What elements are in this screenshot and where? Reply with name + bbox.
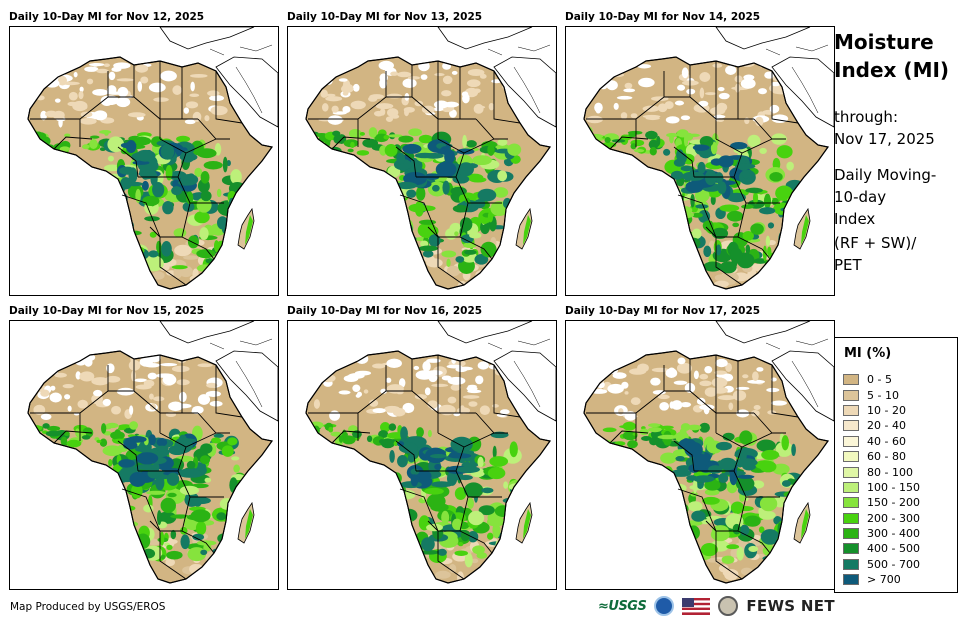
legend-swatch bbox=[843, 404, 859, 416]
description-line: Index bbox=[834, 210, 876, 228]
panel-title: Daily 10-Day MI for Nov 15, 2025 bbox=[9, 305, 205, 317]
legend-swatch bbox=[843, 374, 859, 386]
map-panel-5: Daily 10-Day MI for Nov 16, 2025 bbox=[287, 304, 557, 590]
africa-map bbox=[27, 321, 278, 584]
legend-label: 400 - 500 bbox=[867, 542, 920, 556]
map-panel-4: Daily 10-Day MI for Nov 15, 2025 bbox=[9, 304, 279, 590]
legend-label: 40 - 60 bbox=[867, 434, 906, 448]
legend-swatch bbox=[843, 435, 859, 447]
legend-label: 500 - 700 bbox=[867, 557, 920, 571]
legend-item: 200 - 300 bbox=[843, 511, 920, 526]
through-date: Nov 17, 2025 bbox=[834, 130, 935, 148]
panel-title: Daily 10-Day MI for Nov 14, 2025 bbox=[565, 11, 761, 23]
legend-item: 100 - 150 bbox=[843, 480, 920, 495]
legend-item: 60 - 80 bbox=[843, 449, 920, 464]
legend-label: 200 - 300 bbox=[867, 511, 920, 525]
map-credit: Map Produced by USGS/EROS bbox=[10, 601, 166, 613]
legend-swatch bbox=[843, 497, 859, 509]
legend-item: 300 - 400 bbox=[843, 526, 920, 541]
legend-label: 20 - 40 bbox=[867, 419, 906, 433]
legend-title: MI (%) bbox=[844, 346, 892, 361]
africa-map bbox=[583, 27, 834, 290]
legend-label: 300 - 400 bbox=[867, 527, 920, 541]
legend-item: 40 - 60 bbox=[843, 434, 920, 449]
main-title-line: Index (MI) bbox=[834, 58, 950, 82]
through-label: through: bbox=[834, 108, 898, 126]
panel-title: Daily 10-Day MI for Nov 16, 2025 bbox=[287, 305, 483, 317]
legend-label: 60 - 80 bbox=[867, 450, 906, 464]
us-flag-icon bbox=[682, 597, 711, 615]
panel-title: Daily 10-Day MI for Nov 13, 2025 bbox=[287, 11, 483, 23]
map-frame bbox=[287, 320, 557, 590]
legend-label: 5 - 10 bbox=[867, 388, 899, 402]
africa-map bbox=[583, 321, 834, 584]
africa-map bbox=[27, 27, 278, 290]
legend-item: 20 - 40 bbox=[843, 418, 920, 433]
legend-swatch bbox=[843, 528, 859, 540]
map-panel-3: Daily 10-Day MI for Nov 14, 2025 bbox=[565, 10, 835, 296]
map-frame bbox=[565, 320, 835, 590]
africa-map bbox=[305, 321, 556, 584]
africa-map bbox=[305, 27, 556, 290]
map-panel-2: Daily 10-Day MI for Nov 13, 2025 bbox=[287, 10, 557, 296]
legend-item: 500 - 700 bbox=[843, 557, 920, 572]
map-frame bbox=[9, 320, 279, 590]
usgs-logo: ≈USGS bbox=[598, 598, 647, 614]
fews-net-logo: FEWS NET bbox=[746, 597, 835, 615]
noaa-logo-icon bbox=[654, 596, 675, 616]
map-frame bbox=[287, 26, 557, 296]
legend-swatch bbox=[843, 574, 859, 586]
legend-swatch bbox=[843, 481, 859, 493]
side-info: Moisture Index (MI) through: Nov 17, 202… bbox=[834, 28, 964, 276]
legend-label: 80 - 100 bbox=[867, 465, 913, 479]
state-department-seal-icon bbox=[718, 596, 739, 616]
logo-bar: ≈USGS FEWS NET bbox=[598, 596, 835, 616]
main-title-line: Moisture bbox=[834, 30, 934, 54]
legend-item: 10 - 20 bbox=[843, 403, 920, 418]
legend-swatch bbox=[843, 451, 859, 463]
panel-title: Daily 10-Day MI for Nov 12, 2025 bbox=[9, 11, 205, 23]
legend-item: 80 - 100 bbox=[843, 464, 920, 479]
legend-item: 5 - 10 bbox=[843, 387, 920, 402]
legend-swatch bbox=[843, 558, 859, 570]
legend-swatch bbox=[843, 543, 859, 555]
legend-item: > 700 bbox=[843, 572, 920, 587]
legend-label: 0 - 5 bbox=[867, 373, 892, 387]
map-panel-6: Daily 10-Day MI for Nov 17, 2025 bbox=[565, 304, 835, 590]
legend-label: > 700 bbox=[867, 573, 901, 587]
legend-swatch bbox=[843, 389, 859, 401]
legend-label: 10 - 20 bbox=[867, 403, 906, 417]
map-panel-1: Daily 10-Day MI for Nov 12, 2025 bbox=[9, 10, 279, 296]
legend-label: 150 - 200 bbox=[867, 496, 920, 510]
legend-swatch bbox=[843, 420, 859, 432]
description-line: 10-day bbox=[834, 188, 887, 206]
legend-item: 0 - 5 bbox=[843, 372, 920, 387]
legend-item: 150 - 200 bbox=[843, 495, 920, 510]
formula-line: (RF + SW)/ bbox=[834, 234, 917, 252]
map-frame bbox=[565, 26, 835, 296]
legend-swatch bbox=[843, 512, 859, 524]
main-title: Moisture Index (MI) bbox=[834, 28, 964, 84]
description-line: Daily Moving- bbox=[834, 166, 937, 184]
formula-line: PET bbox=[834, 256, 862, 274]
legend-swatch bbox=[843, 466, 859, 478]
panel-title: Daily 10-Day MI for Nov 17, 2025 bbox=[565, 305, 761, 317]
legend-label: 100 - 150 bbox=[867, 480, 920, 494]
map-frame bbox=[9, 26, 279, 296]
legend-item: 400 - 500 bbox=[843, 541, 920, 556]
